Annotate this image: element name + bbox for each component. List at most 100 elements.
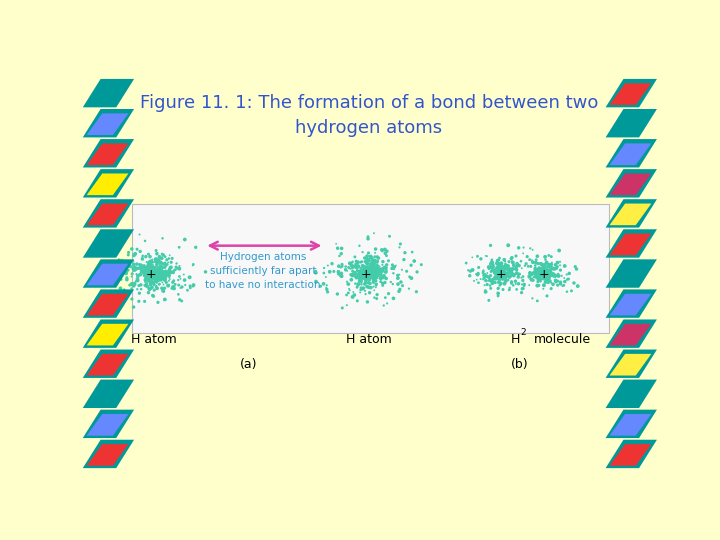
Point bbox=[541, 265, 553, 273]
Point bbox=[174, 265, 185, 273]
Point bbox=[374, 264, 386, 273]
Point bbox=[156, 274, 168, 283]
Point bbox=[365, 266, 377, 274]
Text: H: H bbox=[510, 333, 520, 346]
Point bbox=[154, 261, 166, 269]
Point bbox=[346, 267, 358, 275]
Point bbox=[554, 266, 566, 274]
Point bbox=[143, 288, 154, 297]
Point bbox=[168, 266, 180, 274]
Polygon shape bbox=[610, 234, 652, 255]
Point bbox=[361, 269, 373, 278]
Point bbox=[542, 278, 554, 287]
Point bbox=[495, 267, 507, 275]
Point bbox=[148, 268, 159, 277]
Point bbox=[155, 272, 166, 280]
Point bbox=[554, 279, 566, 287]
Point bbox=[480, 286, 491, 295]
Point bbox=[358, 268, 369, 276]
Point bbox=[145, 268, 157, 276]
Point bbox=[149, 268, 161, 277]
Point bbox=[564, 269, 575, 278]
Point bbox=[539, 268, 550, 276]
Point bbox=[546, 267, 557, 276]
Point bbox=[135, 247, 146, 256]
Text: H atom: H atom bbox=[346, 333, 392, 346]
Point bbox=[521, 259, 532, 268]
Point bbox=[318, 269, 330, 278]
Point bbox=[150, 267, 162, 276]
Point bbox=[494, 281, 505, 289]
Point bbox=[163, 276, 175, 285]
Point bbox=[541, 266, 553, 275]
Point bbox=[541, 271, 552, 279]
Point bbox=[387, 261, 398, 270]
Point bbox=[361, 268, 373, 277]
Point bbox=[487, 278, 498, 286]
Point bbox=[481, 272, 492, 281]
Point bbox=[361, 258, 372, 267]
Point bbox=[372, 267, 384, 276]
Point bbox=[138, 264, 150, 273]
Point bbox=[178, 270, 189, 279]
Point bbox=[359, 254, 371, 262]
Point bbox=[541, 292, 553, 300]
Point bbox=[147, 270, 158, 279]
Point bbox=[544, 260, 555, 268]
Polygon shape bbox=[86, 173, 128, 195]
Point bbox=[357, 248, 369, 256]
Point bbox=[367, 264, 379, 273]
Point bbox=[366, 264, 378, 273]
Point bbox=[150, 270, 162, 279]
Polygon shape bbox=[83, 139, 134, 167]
Point bbox=[507, 258, 518, 267]
Point bbox=[361, 275, 373, 284]
Point bbox=[134, 260, 145, 269]
Point bbox=[364, 266, 376, 275]
Point bbox=[495, 267, 507, 275]
Point bbox=[536, 266, 547, 275]
Point bbox=[318, 264, 330, 272]
Point bbox=[533, 268, 544, 276]
Point bbox=[506, 253, 518, 262]
Point bbox=[148, 270, 160, 279]
Point bbox=[494, 254, 505, 262]
Point bbox=[539, 266, 551, 275]
Point bbox=[148, 268, 160, 276]
Point bbox=[363, 268, 374, 277]
Point bbox=[500, 275, 511, 284]
Point bbox=[495, 259, 506, 268]
Point bbox=[148, 269, 159, 278]
Point bbox=[140, 276, 151, 285]
Point bbox=[140, 273, 152, 282]
Point bbox=[364, 269, 376, 278]
Point bbox=[145, 266, 157, 274]
Point bbox=[359, 269, 371, 278]
Point bbox=[130, 266, 141, 274]
Point bbox=[368, 267, 379, 275]
Point bbox=[532, 267, 544, 276]
Point bbox=[539, 268, 550, 277]
Point bbox=[148, 273, 160, 282]
Point bbox=[355, 284, 366, 292]
Point bbox=[152, 271, 163, 279]
Point bbox=[548, 272, 559, 280]
Point bbox=[322, 288, 333, 296]
Point bbox=[144, 265, 156, 273]
Point bbox=[348, 288, 359, 296]
Point bbox=[516, 288, 527, 297]
Point bbox=[392, 280, 404, 288]
Point bbox=[510, 277, 521, 286]
Point bbox=[495, 268, 507, 277]
Point bbox=[342, 280, 354, 288]
Polygon shape bbox=[83, 380, 134, 408]
Point bbox=[356, 271, 367, 279]
Point bbox=[333, 267, 344, 276]
Point bbox=[513, 270, 525, 279]
Point bbox=[157, 267, 168, 276]
Point bbox=[381, 251, 392, 260]
Point bbox=[137, 268, 148, 277]
Point bbox=[160, 261, 171, 269]
Point bbox=[161, 269, 173, 278]
Point bbox=[536, 267, 547, 275]
